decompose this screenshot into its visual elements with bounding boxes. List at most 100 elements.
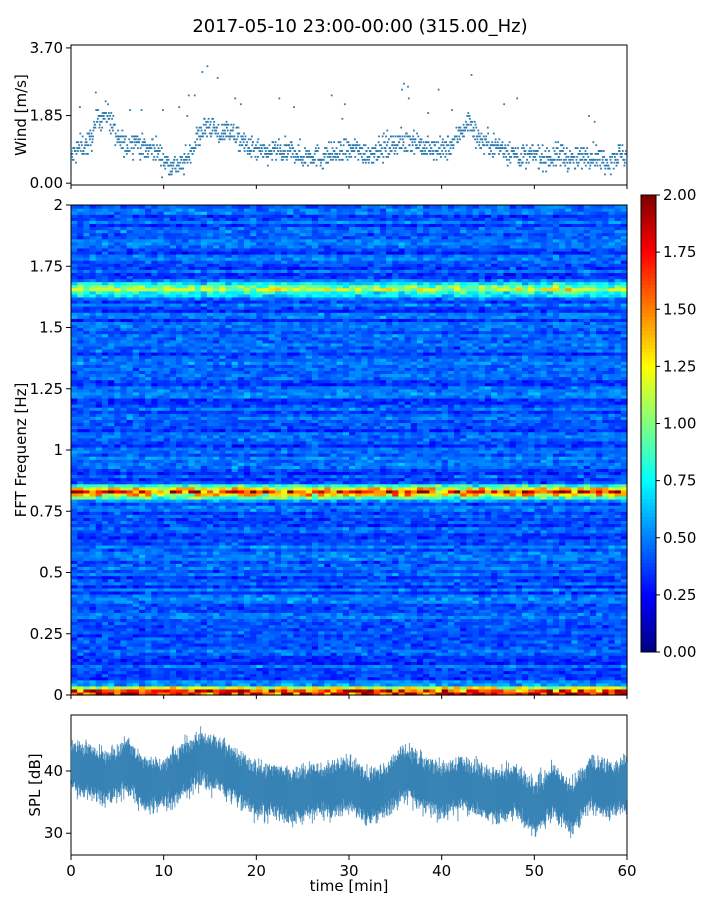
heatmap-cell xyxy=(83,630,91,635)
heatmap-cell xyxy=(281,646,288,650)
wind-point xyxy=(187,94,190,97)
wind-point xyxy=(512,153,515,155)
heatmap-cell xyxy=(398,688,406,693)
wind-point xyxy=(271,158,274,161)
heatmap-cell xyxy=(225,673,233,678)
wind-point xyxy=(295,158,298,161)
wind-point xyxy=(158,158,161,161)
heatmap-cell xyxy=(398,646,406,650)
wind-point xyxy=(333,141,335,144)
heatmap-cell xyxy=(274,636,282,641)
heatmap-cell xyxy=(552,691,560,696)
wind-point xyxy=(468,115,471,117)
wind-point xyxy=(602,150,605,152)
heatmap-cell xyxy=(89,691,97,696)
heatmap-cell xyxy=(552,667,560,672)
heatmap-cell xyxy=(108,618,115,623)
heatmap-cell xyxy=(243,646,251,650)
wind-point xyxy=(306,156,309,158)
wind-point xyxy=(455,135,458,138)
heatmap-cell xyxy=(373,661,381,665)
wind-point xyxy=(343,138,346,141)
heatmap-cell xyxy=(330,655,338,659)
wind-point xyxy=(457,141,459,144)
wind-point xyxy=(520,153,523,155)
heatmap-cell xyxy=(132,655,140,659)
heatmap-cell xyxy=(546,691,554,696)
heatmap-cell xyxy=(182,636,189,641)
wind-point xyxy=(333,150,336,152)
heatmap-cell xyxy=(571,688,579,693)
heatmap-cell xyxy=(231,679,239,684)
heatmap-cell xyxy=(138,627,146,632)
heatmap-cell xyxy=(213,679,220,684)
heatmap-cell xyxy=(231,633,239,638)
heatmap-cell xyxy=(225,646,233,650)
heatmap-cell xyxy=(182,649,189,653)
heatmap-cell xyxy=(515,627,523,632)
heatmap-cell xyxy=(565,636,572,641)
wind-point xyxy=(598,158,601,161)
heatmap-cell xyxy=(410,636,418,641)
heatmap-cell xyxy=(491,682,498,687)
wind-point xyxy=(107,103,109,106)
heatmap-cell xyxy=(392,667,400,672)
heatmap-cell xyxy=(392,682,400,687)
wind-point xyxy=(385,135,387,138)
heatmap-cell xyxy=(528,670,535,675)
heatmap-cell xyxy=(268,624,276,629)
heatmap-cell xyxy=(256,685,264,690)
wind-point xyxy=(222,132,225,135)
heatmap-cell xyxy=(528,646,535,650)
wind-point xyxy=(361,147,364,149)
heatmap-cell xyxy=(182,630,189,635)
wind-point xyxy=(268,150,271,152)
wind-point xyxy=(226,126,228,129)
wind-point xyxy=(503,103,505,106)
heatmap-cell xyxy=(336,630,344,635)
wind-point xyxy=(393,141,395,144)
heatmap-cell xyxy=(540,673,548,678)
heatmap-cell xyxy=(262,652,270,656)
heatmap-cell xyxy=(138,636,146,641)
heatmap-cell xyxy=(262,630,270,635)
heatmap-cell xyxy=(454,655,461,659)
heatmap-cell xyxy=(466,627,474,632)
heatmap-cell xyxy=(373,624,381,629)
heatmap-cell xyxy=(293,688,301,693)
heatmap-cell xyxy=(71,630,78,635)
wind-point xyxy=(485,135,488,138)
heatmap-cell xyxy=(534,691,542,696)
heatmap-cell xyxy=(231,688,239,693)
wind-point xyxy=(562,150,564,152)
wind-point xyxy=(158,150,161,152)
wind-point xyxy=(212,123,215,126)
wind-point xyxy=(547,164,550,167)
heatmap-cell xyxy=(108,642,115,647)
wind-point xyxy=(413,141,416,144)
heatmap-cell xyxy=(77,618,84,623)
heatmap-cell xyxy=(95,621,103,626)
wind-point xyxy=(435,141,438,144)
wind-point xyxy=(340,144,342,147)
heatmap-cell xyxy=(386,652,393,656)
heatmap-cell xyxy=(602,676,610,681)
wind-point xyxy=(98,115,100,117)
wind-point xyxy=(262,156,265,158)
wind-point xyxy=(146,147,148,149)
wind-point xyxy=(162,153,165,155)
wind-point xyxy=(584,153,586,155)
wind-point xyxy=(330,158,332,161)
heatmap-cell xyxy=(435,636,443,641)
heatmap-cell xyxy=(342,649,350,653)
heatmap-cell xyxy=(552,639,560,644)
heatmap-cell xyxy=(546,627,554,632)
wind-point xyxy=(420,138,423,141)
wind-point xyxy=(377,150,380,152)
heatmap-cell xyxy=(114,639,122,644)
wind-point xyxy=(233,135,236,138)
heatmap-cell xyxy=(318,633,325,638)
heatmap-cell xyxy=(120,661,128,665)
wind-point xyxy=(208,132,211,135)
heatmap-cell xyxy=(318,667,325,672)
